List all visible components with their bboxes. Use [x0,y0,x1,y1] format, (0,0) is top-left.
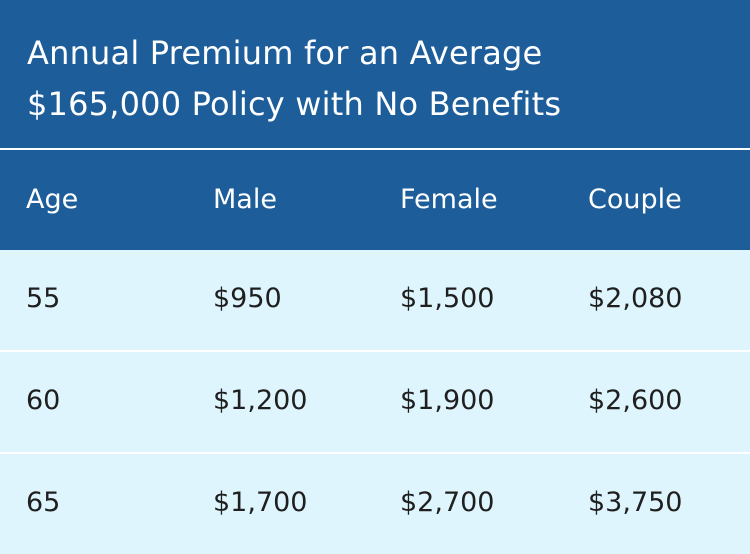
table-row: 55 $950 $1,500 $2,080 [0,250,750,350]
cell-female: $1,900 [400,385,495,416]
cell-couple: $3,750 [588,487,683,518]
header-female: Female [400,184,498,215]
cell-couple: $2,080 [588,283,683,314]
cell-couple: $2,600 [588,385,683,416]
table-row: 60 $1,200 $1,900 $2,600 [0,352,750,452]
cell-age: 65 [26,487,61,518]
table-title-line-1: Annual Premium for an Average [27,34,543,72]
header-male: Male [213,184,277,215]
cell-male: $1,200 [213,385,308,416]
table-row: 65 $1,700 $2,700 $3,750 [0,454,750,554]
cell-female: $1,500 [400,283,495,314]
table-header-row: Age Male Female Couple [0,150,750,250]
title-banner: Annual Premium for an Average $165,000 P… [0,0,750,148]
title-divider [0,148,750,150]
header-couple: Couple [588,184,682,215]
row-separator [0,452,750,454]
header-age: Age [26,184,79,215]
cell-age: 55 [26,283,61,314]
row-separator [0,350,750,352]
cell-female: $2,700 [400,487,495,518]
table-title-line-2: $165,000 Policy with No Benefits [27,85,562,123]
cell-male: $950 [213,283,282,314]
cell-age: 60 [26,385,61,416]
cell-male: $1,700 [213,487,308,518]
